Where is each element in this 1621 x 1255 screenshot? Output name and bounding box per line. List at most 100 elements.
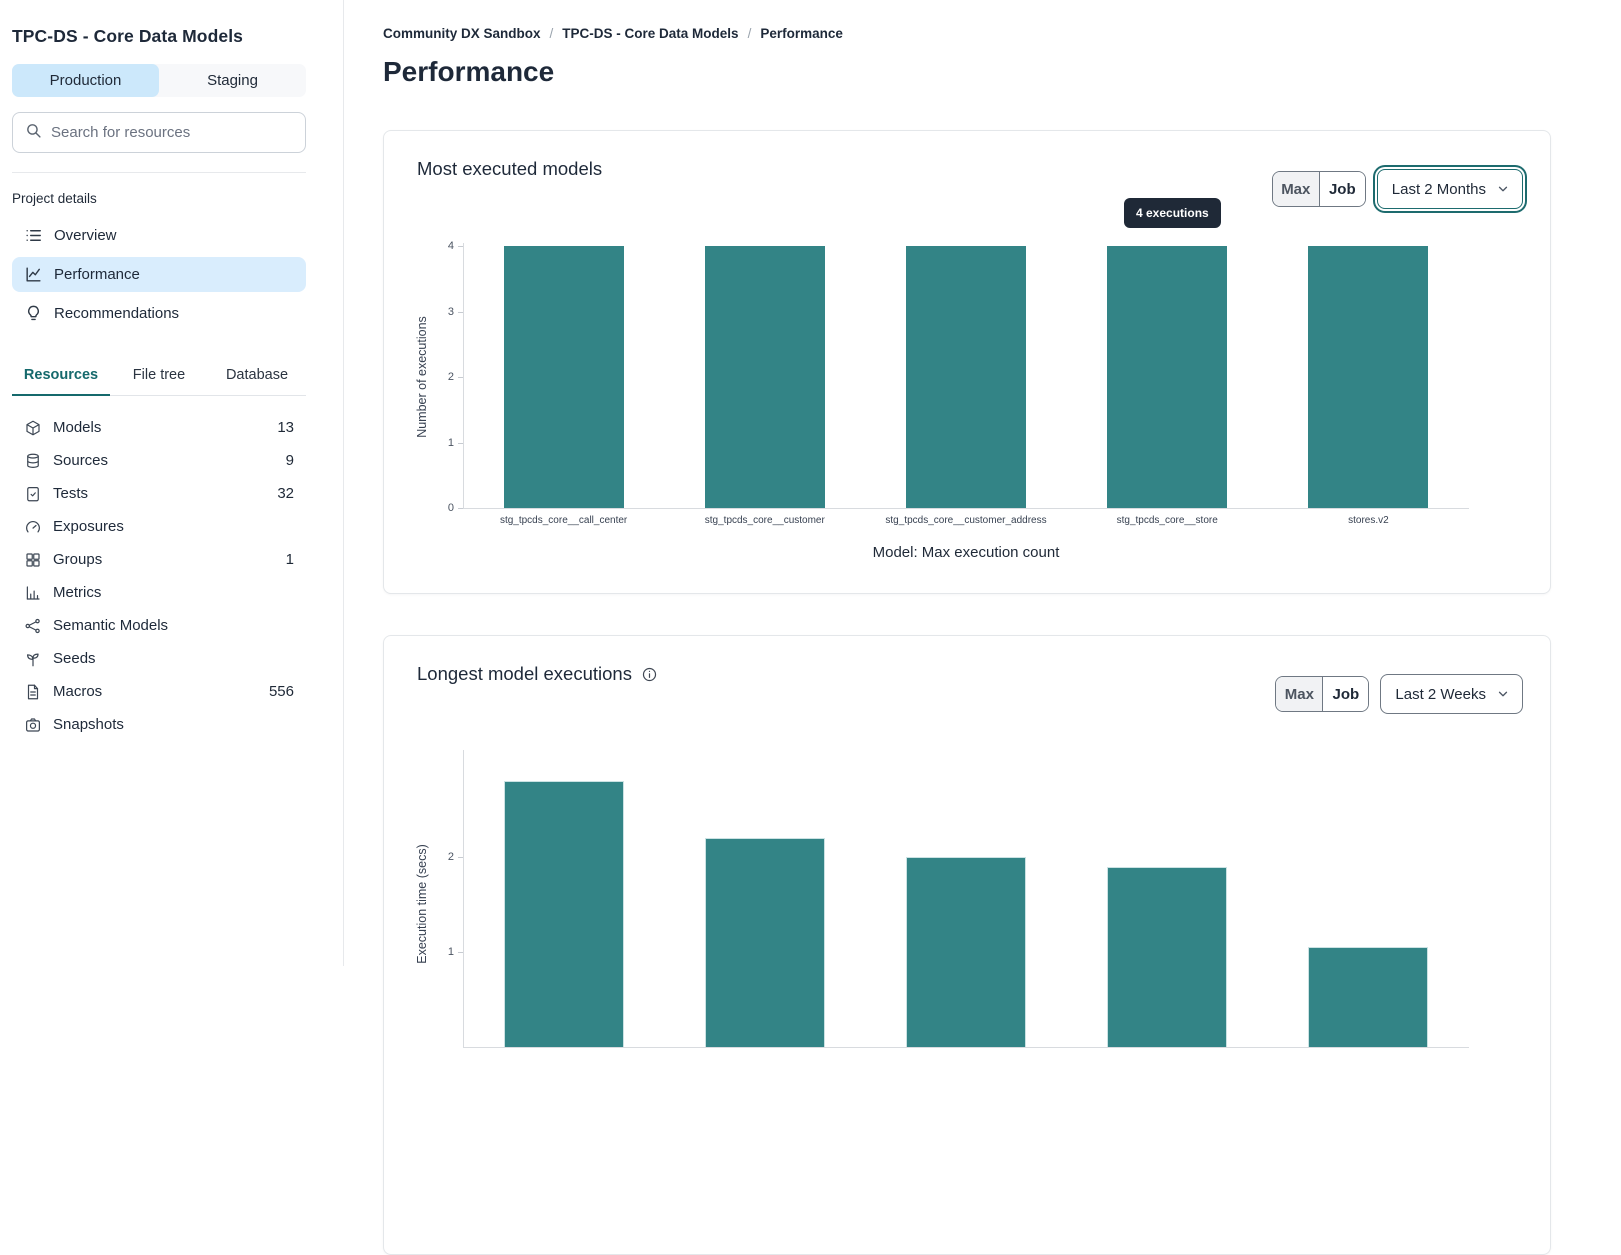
breadcrumb-item-community-dx-sandbox[interactable]: Community DX Sandbox [383, 26, 541, 41]
resource-label: Macros [53, 683, 103, 700]
tab-file-tree[interactable]: File tree [132, 367, 186, 383]
cube-icon [24, 419, 42, 437]
breadcrumb: Community DX Sandbox / TPC-DS - Core Data … [383, 26, 1621, 41]
most-executed-models-chart: Number of executions 0 1 2 3 4 stg_tpcds_core_… [384, 131, 1550, 593]
x-axis-line [463, 508, 1469, 509]
resource-label: Semantic Models [53, 617, 169, 634]
resource-label: Exposures [53, 518, 124, 535]
x-axis-title: Model: Max execution count [872, 544, 1060, 561]
chevron-down-icon [1496, 182, 1510, 196]
sidebar-item-sources[interactable]: Sources 9 [12, 444, 306, 477]
file-text-icon [24, 683, 42, 701]
gauge-icon [24, 518, 42, 536]
bar[interactable] [503, 781, 624, 1047]
y-tick-mark [458, 508, 463, 509]
sidebar-item-snapshots[interactable]: Snapshots [12, 708, 306, 741]
bar[interactable] [1308, 246, 1429, 508]
chevron-down-icon [1496, 687, 1510, 701]
y-tick-mark [458, 857, 463, 858]
toggle-job[interactable]: Job [1322, 677, 1369, 711]
chart-controls: Max Job Last 2 Weeks [1275, 674, 1523, 714]
project-details-nav: Overview Performance Recommendations [12, 218, 306, 331]
y-tick-label: 0 [447, 502, 454, 514]
sidebar-item-models[interactable]: Models 13 [12, 411, 306, 444]
y-axis-line [463, 750, 464, 1047]
time-range-select[interactable]: Last 2 Months [1376, 169, 1523, 209]
x-tick-label: stores.v2 [1348, 515, 1389, 526]
resource-label: Sources [53, 452, 109, 469]
resource-count: 9 [285, 452, 294, 469]
bar-chart-icon [24, 584, 42, 602]
sidebar-item-groups[interactable]: Groups 1 [12, 543, 306, 576]
resource-label: Tests [53, 485, 89, 502]
resource-label: Seeds [53, 650, 96, 667]
sidebar-item-performance[interactable]: Performance [12, 257, 306, 292]
breadcrumb-separator: / [747, 26, 752, 41]
sidebar-item-label: Overview [54, 227, 117, 244]
longest-model-executions-chart: Execution time (secs) 1 2 [384, 636, 1550, 1254]
y-tick-label: 1 [447, 946, 454, 958]
sidebar-item-tests[interactable]: Tests 32 [12, 477, 306, 510]
grid-icon [24, 551, 42, 569]
toggle-max[interactable]: Max [1272, 172, 1319, 206]
x-axis-line [463, 1047, 1469, 1048]
breadcrumb-item-tpc-ds-core-data-models[interactable]: TPC-DS - Core Data Models [562, 26, 739, 41]
bar[interactable] [1107, 246, 1228, 508]
search-input[interactable] [51, 124, 293, 141]
lightbulb-icon [24, 304, 43, 323]
sidebar-item-semantic-models[interactable]: Semantic Models [12, 609, 306, 642]
line-chart-icon [24, 265, 43, 284]
search-icon [25, 122, 42, 144]
y-tick-label: 2 [447, 371, 454, 383]
x-tick-label: stg_tpcds_core__store [1116, 515, 1218, 526]
tab-database[interactable]: Database [225, 367, 289, 383]
sidebar-item-overview[interactable]: Overview [12, 218, 306, 253]
env-tab-production[interactable]: Production [12, 64, 159, 97]
page-title: Performance [383, 56, 555, 87]
share-nodes-icon [24, 617, 42, 635]
bar[interactable] [906, 857, 1026, 1047]
resource-count: 32 [277, 485, 294, 502]
info-icon[interactable] [641, 666, 658, 683]
resource-list: Models 13 Sources 9 Tests 32 Exposures Groups 1 M… [12, 411, 306, 741]
x-tick-label: stg_tpcds_core__customer_address [885, 515, 1047, 526]
list-icon [24, 226, 43, 245]
bar[interactable] [906, 246, 1026, 508]
bar[interactable] [704, 246, 825, 508]
toggle-job[interactable]: Job [1318, 172, 1365, 206]
bar[interactable] [503, 246, 624, 508]
sidebar-item-label: Performance [54, 266, 140, 283]
chart-controls: Max Job Last 2 Months [1271, 169, 1523, 209]
longest-model-executions-card: Longest model executions Max Job Last 2 We… [383, 635, 1551, 1255]
bar[interactable] [1107, 866, 1228, 1047]
sidebar-item-recommendations[interactable]: Recommendations [12, 296, 306, 331]
bar[interactable] [1308, 947, 1429, 1047]
y-axis-label: Execution time (secs) [415, 844, 429, 964]
sidebar: TPC-DS - Core Data Models Production Stag… [0, 0, 344, 966]
resource-count: 13 [277, 419, 294, 436]
card-title: Most executed models [417, 158, 603, 179]
y-tick-mark [458, 311, 463, 313]
time-range-value: Last 2 Weeks [1395, 685, 1486, 703]
y-tick-label: 1 [447, 436, 454, 449]
bar[interactable] [704, 838, 825, 1047]
breadcrumb-item-performance: Performance [760, 26, 843, 41]
main-content: Community DX Sandbox / TPC-DS - Core Data … [344, 0, 1621, 1255]
y-tick-mark [458, 952, 463, 953]
card-title: Longest model executions [417, 663, 632, 684]
toggle-max[interactable]: Max [1276, 677, 1323, 711]
sidebar-item-seeds[interactable]: Seeds [12, 642, 306, 675]
tab-resources[interactable]: Resources [12, 358, 110, 396]
env-tab-staging[interactable]: Staging [159, 64, 306, 97]
y-tick-label: 4 [447, 240, 454, 252]
search-box [12, 112, 306, 153]
granularity-toggle: Max Job [1271, 171, 1366, 207]
sidebar-item-label: Recommendations [54, 305, 180, 322]
sidebar-item-exposures[interactable]: Exposures [12, 510, 306, 543]
time-range-select[interactable]: Last 2 Weeks [1380, 674, 1523, 714]
most-executed-models-card: Most executed models Max Job Last 2 Months… [383, 130, 1551, 594]
sidebar-item-macros[interactable]: Macros 556 [12, 675, 306, 708]
sidebar-item-metrics[interactable]: Metrics [12, 576, 306, 609]
project-title: TPC-DS - Core Data Models [12, 26, 243, 46]
